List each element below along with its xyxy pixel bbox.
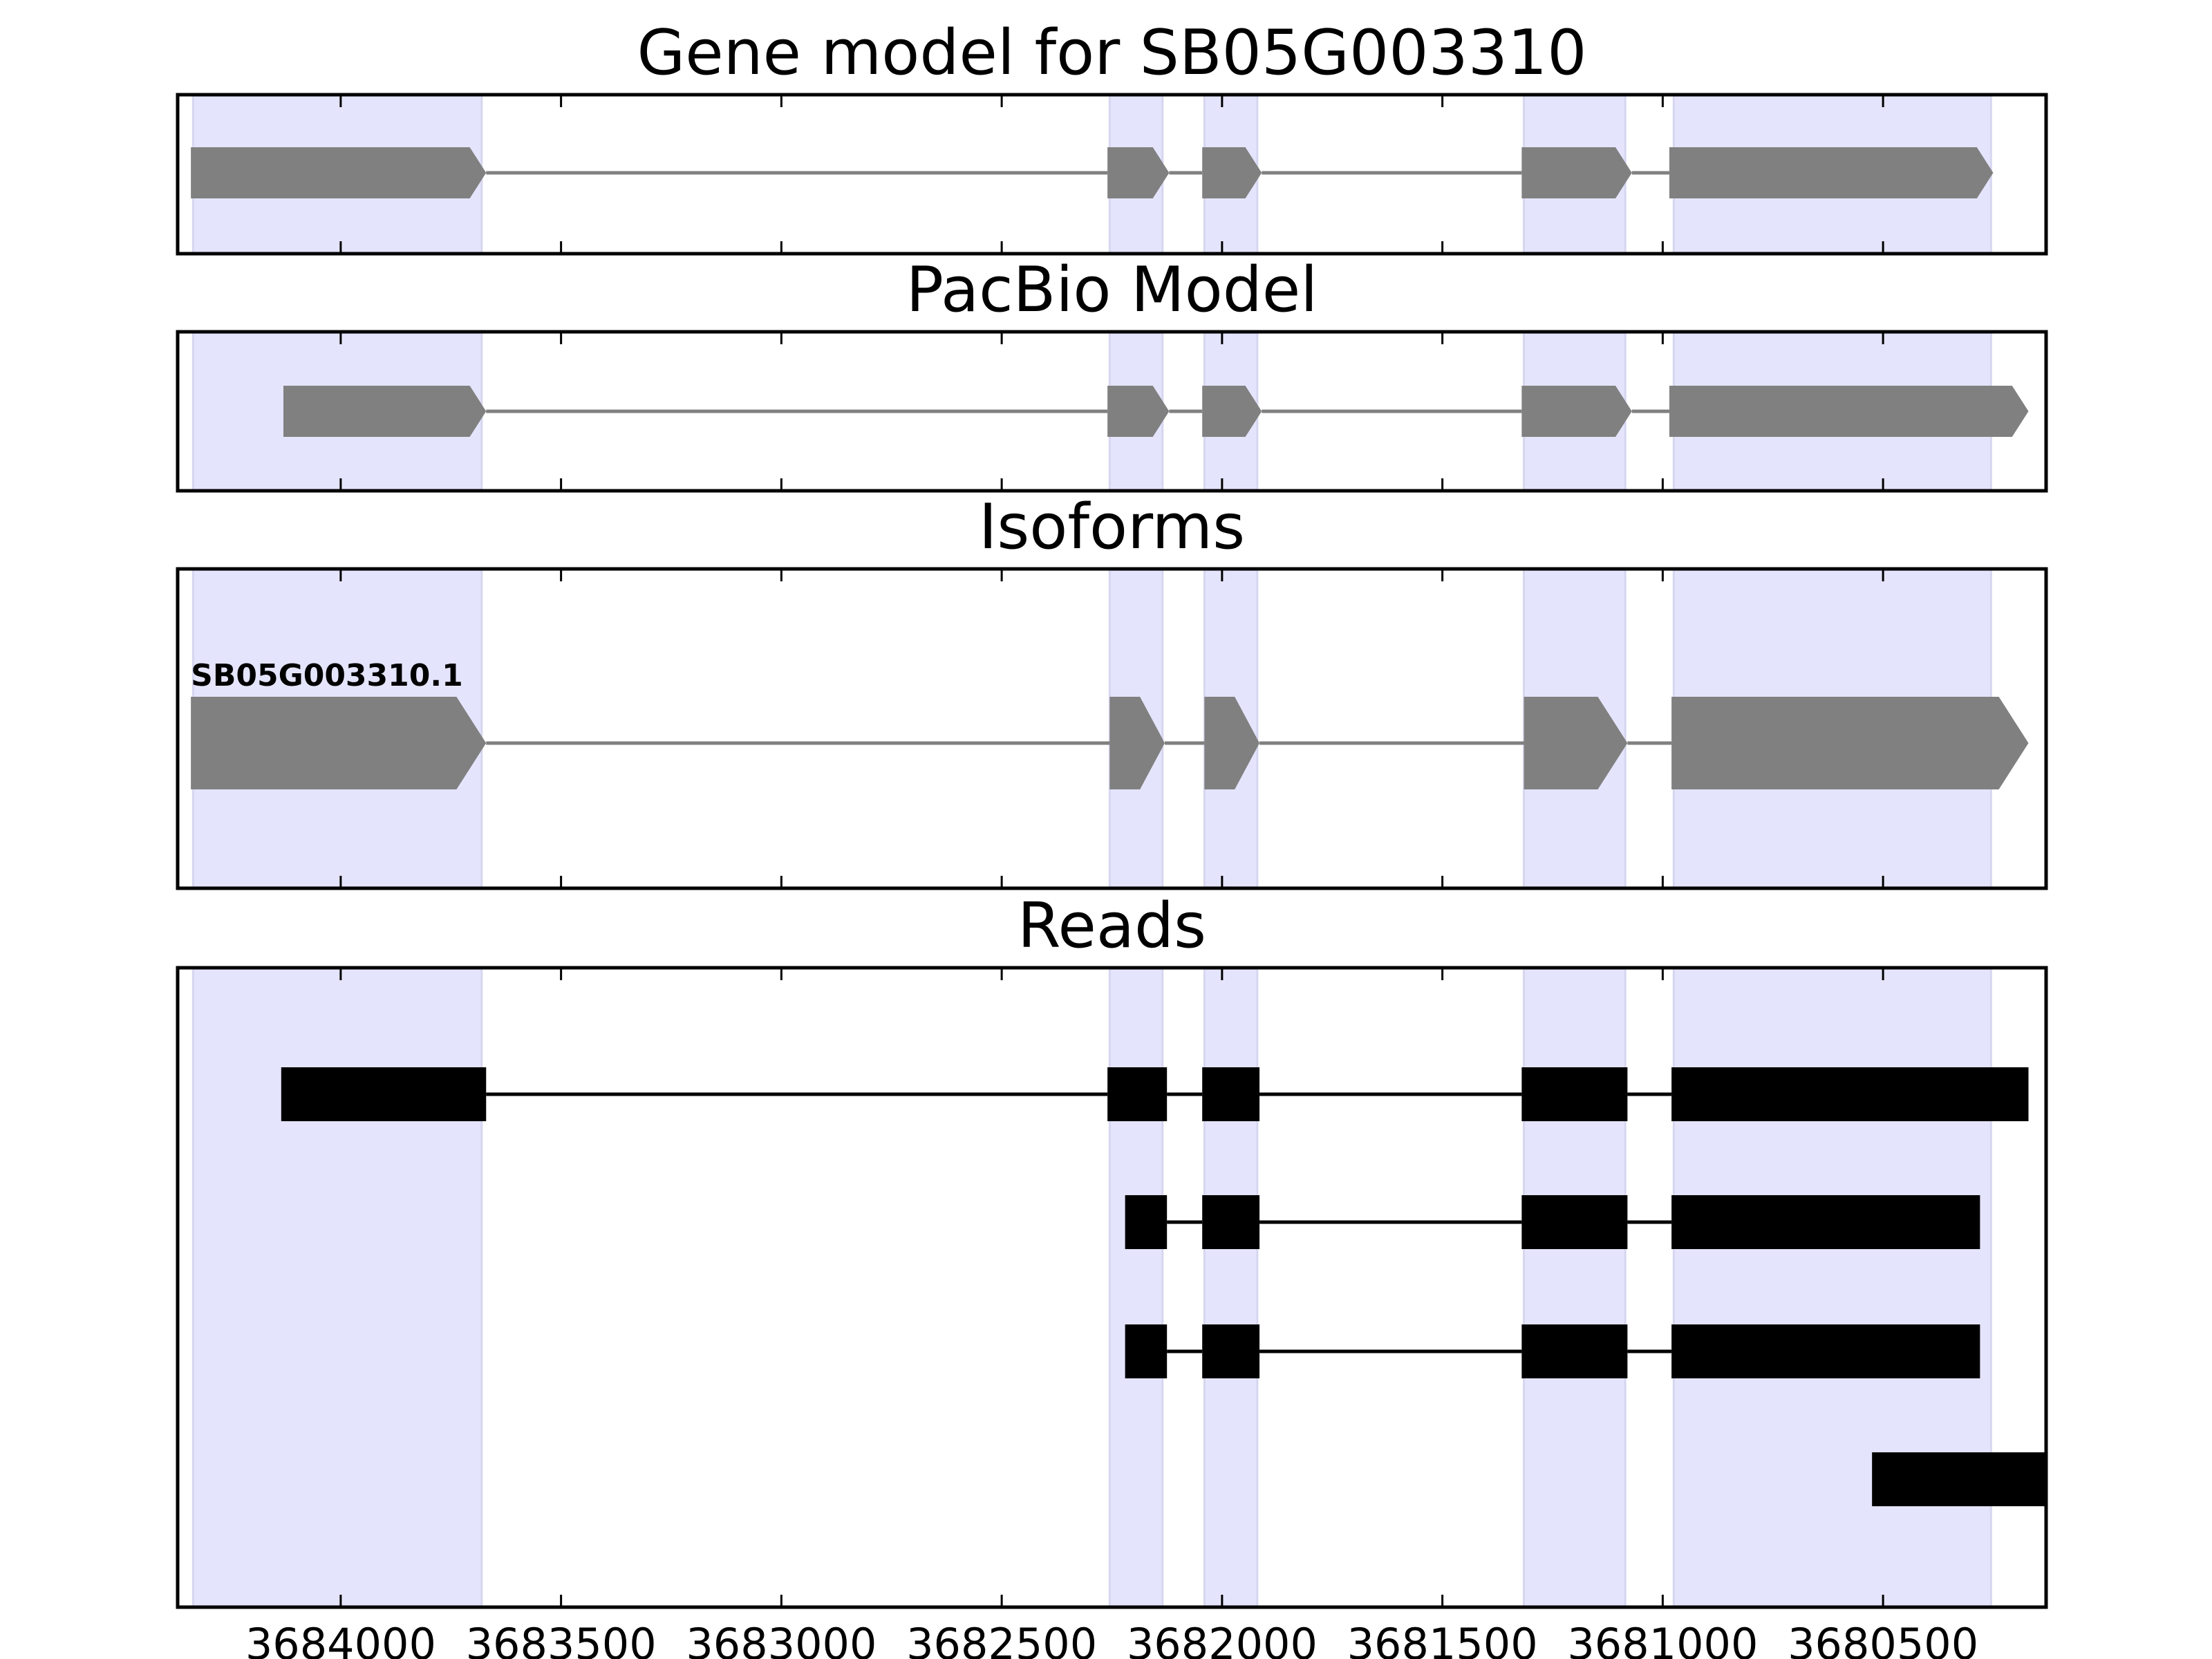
x-tick-label: 3682000 [1127, 1619, 1318, 1659]
read-block [1202, 1324, 1260, 1378]
read-block [1202, 1195, 1260, 1249]
highlight-region [191, 968, 483, 1607]
track [191, 697, 2029, 789]
track [191, 147, 1994, 198]
exon-arrow [1669, 147, 1994, 198]
exon-arrow [283, 386, 487, 437]
panel-gene-model: Gene model for SB05G003310 [176, 17, 2048, 256]
read-block [1202, 1067, 1260, 1121]
x-tick-label: 3684000 [245, 1619, 436, 1659]
track [1125, 1324, 1980, 1378]
exon-arrow [1202, 147, 1262, 198]
track [281, 1067, 2029, 1121]
exon-arrow [1671, 697, 2029, 789]
exon-arrow [1524, 697, 1628, 789]
x-tick-label: 3681000 [1567, 1619, 1758, 1659]
exon-arrow [1107, 386, 1170, 437]
panel-frame [176, 93, 2048, 256]
read-block [1671, 1067, 2029, 1121]
panel-isoforms: Isoforms SB05G003310.1 [176, 491, 2048, 890]
isoform-label: SB05G003310.1 [191, 658, 463, 693]
highlight-region [1523, 968, 1627, 1607]
exon-arrow [1109, 697, 1165, 789]
panel-reads: Reads 3684000 3683500 3683000 3682500 3682000… [176, 890, 2048, 1659]
read-block [1521, 1324, 1628, 1378]
exon-arrow [191, 147, 487, 198]
x-tick-label: 3681500 [1347, 1619, 1538, 1659]
read-block [1521, 1195, 1628, 1249]
exon-arrow [1669, 386, 2029, 437]
exon-arrow [1521, 386, 1632, 437]
read-block [1107, 1067, 1168, 1121]
track [1125, 1195, 1980, 1249]
panel-title: Gene model for SB05G003310 [637, 17, 1586, 89]
highlight-region [1108, 968, 1164, 1607]
x-tick-label: 3682500 [906, 1619, 1097, 1659]
x-tick-label: 3683000 [686, 1619, 877, 1659]
read-block [1125, 1195, 1168, 1249]
read-block [1671, 1195, 1980, 1249]
panel-title: Reads [1018, 890, 1206, 962]
highlight-region [1672, 968, 1992, 1607]
track [283, 386, 2029, 437]
read-block [1872, 1452, 2046, 1506]
panel-title: Isoforms [979, 491, 1245, 563]
panel-title: PacBio Model [906, 254, 1318, 326]
read-block [281, 1067, 487, 1121]
exon-arrow [1204, 697, 1260, 789]
read-block [1671, 1324, 1980, 1378]
plot-area [191, 569, 2029, 888]
read-block [1521, 1067, 1628, 1121]
plot-area [191, 968, 2046, 1607]
panels-layer: Gene model for SB05G003310 PacBio Model Is… [176, 17, 2048, 1659]
highlight-region [1203, 968, 1259, 1607]
plot-area [191, 332, 2029, 491]
x-tick-label: 3680500 [1788, 1619, 1978, 1659]
exon-arrow [191, 697, 487, 789]
track [1872, 1452, 2046, 1506]
x-tick-label: 3683500 [466, 1619, 657, 1659]
exon-arrow [1202, 386, 1262, 437]
exon-arrow [1521, 147, 1632, 198]
plot-area [191, 95, 1994, 254]
panel-frame [176, 966, 2048, 1609]
read-block [1125, 1324, 1168, 1378]
panel-frame [176, 330, 2048, 493]
panel-frame [176, 567, 2048, 890]
panel-pacbio-model: PacBio Model [176, 254, 2048, 493]
exon-arrow [1107, 147, 1170, 198]
